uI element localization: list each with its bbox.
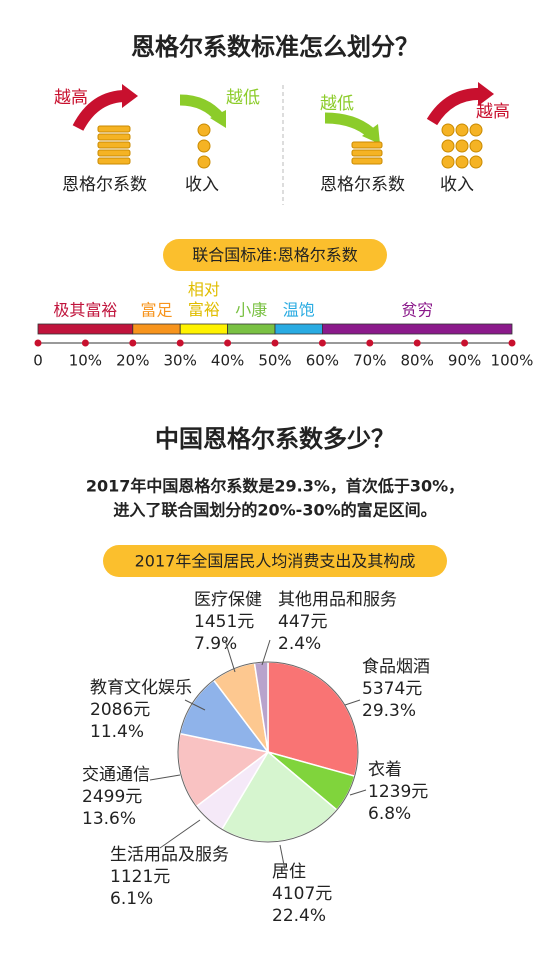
tick-label: 20% (116, 352, 149, 370)
band (274, 323, 323, 335)
slice-amount: 447元 (278, 612, 327, 632)
slice-amount: 1121元 (110, 867, 170, 887)
slice-label: 生活用品及服务 (110, 845, 229, 865)
leader-line (279, 844, 286, 871)
pill (103, 545, 447, 577)
slice-amount: 2086元 (90, 700, 150, 720)
caption: 收入 (440, 175, 474, 195)
slice-percent: 29.3% (362, 701, 416, 721)
leader-line (149, 774, 181, 781)
slice-label: 食品烟酒 (362, 657, 430, 677)
band (132, 323, 181, 335)
tick-label: 70% (353, 352, 386, 370)
text-line: 2017年中国恩格尔系数是29.3%，首次低于30%， (86, 477, 464, 496)
chart-title: 2017年全国居民人均消费支出及其构成 (135, 552, 416, 571)
band-label: 温饱 (283, 301, 315, 320)
coins (441, 123, 483, 169)
arrow-down (324, 112, 376, 139)
coins (197, 123, 211, 169)
tick-dot (508, 339, 516, 347)
arrow-head (122, 84, 138, 108)
leader-line (261, 639, 271, 666)
tick-label: 80% (401, 352, 434, 370)
label-down: 越低 (226, 88, 260, 108)
title: 恩格尔系数标准怎么划分？ (131, 33, 419, 61)
slice-amount: 5374元 (362, 679, 422, 699)
tick-label: 90% (448, 352, 481, 370)
band (179, 323, 228, 335)
tick-dot (176, 339, 184, 347)
tick-dot (129, 339, 137, 347)
tick-dot (34, 339, 42, 347)
leader-line (184, 699, 206, 711)
scale-title: 联合国标准:恩格尔系数 (192, 246, 357, 265)
arrow-up (426, 87, 485, 126)
leader-line (344, 699, 361, 706)
arrow-head (478, 82, 494, 106)
pie-outline (177, 661, 359, 843)
slice-percent: 2.4% (278, 634, 321, 654)
band-label: 小康 (235, 301, 267, 320)
section-title: 中国恩格尔系数多少？ (155, 425, 395, 453)
tick-label: 60% (306, 352, 339, 370)
tick-label: 40% (211, 352, 244, 370)
leader-line (159, 819, 201, 849)
slice-percent: 7.9% (194, 634, 237, 654)
caption: 恩格尔系数 (62, 175, 147, 195)
slice-label: 交通通信 (82, 765, 150, 785)
leader-line (224, 639, 236, 673)
label-up: 越高 (54, 88, 88, 108)
tick-dot (81, 339, 89, 347)
tick-dot (271, 339, 279, 347)
slice-amount: 4107元 (272, 884, 332, 904)
band-label: 贫穷 (401, 301, 433, 320)
slice-amount: 1451元 (194, 612, 254, 632)
slice-percent: 11.4% (90, 722, 144, 742)
tick-label: 10% (69, 352, 102, 370)
coin-stack (351, 141, 383, 165)
slice-percent: 6.1% (110, 889, 153, 909)
tick-label: 50% (258, 352, 291, 370)
tick-dot (366, 339, 374, 347)
band-label: 富足 (140, 301, 172, 320)
slice-percent: 6.8% (368, 804, 411, 824)
slice-percent: 13.6% (82, 809, 136, 829)
arrow-head (362, 124, 380, 144)
band-label: 相对富裕 (188, 280, 220, 319)
arrow-head (210, 110, 226, 128)
tick-dot (461, 339, 469, 347)
tick-label: 0 (33, 352, 43, 370)
slice-label: 居住 (272, 862, 306, 882)
tick-dot (413, 339, 421, 347)
label-up: 越高 (476, 102, 510, 122)
slice-label: 其他用品和服务 (278, 590, 397, 610)
band (321, 323, 513, 335)
label-down: 越低 (320, 94, 354, 114)
tick-label: 100% (491, 352, 534, 370)
slice-label: 教育文化娱乐 (90, 678, 192, 698)
slice-label: 衣着 (368, 760, 402, 780)
pill (163, 239, 387, 271)
caption: 收入 (185, 175, 219, 195)
band-label: 极其富裕 (53, 301, 117, 320)
slice-label: 医疗保健 (194, 590, 262, 610)
tick-dot (318, 339, 326, 347)
leader-line (349, 789, 367, 796)
slice-percent: 22.4% (272, 906, 326, 926)
tick-label: 30% (164, 352, 197, 370)
text-line: 进入了联合国划分的20%-30%的富足区间。 (113, 501, 436, 520)
caption: 恩格尔系数 (320, 175, 405, 195)
band (227, 323, 276, 335)
coin-stack (97, 125, 131, 165)
tick-dot (224, 339, 232, 347)
slice-amount: 2499元 (82, 787, 142, 807)
slice-amount: 1239元 (368, 782, 428, 802)
band (37, 323, 134, 335)
arrow-down (179, 94, 225, 122)
